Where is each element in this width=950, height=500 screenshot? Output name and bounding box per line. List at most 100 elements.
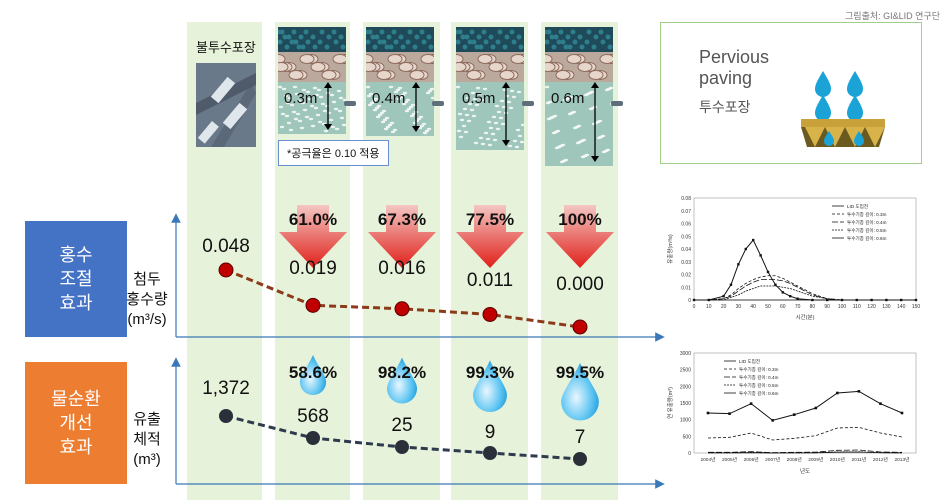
impervious-label: 불투수포장	[196, 40, 256, 55]
pavement-section-2	[366, 27, 434, 136]
runoff-volume-reduction-1: 58.6%	[288, 363, 338, 382]
annual-point	[706, 411, 710, 415]
peak-flood-row-label: 첨두 홍수량 (m³/s)	[126, 271, 168, 328]
hydrograph-x-tick-5: 50	[765, 304, 771, 310]
hydrograph-chart: 0 0.01 0.02 0.03 0.04 0.05 0.06 0.07 0.08 0 10 20 30…	[666, 196, 921, 321]
hydrograph-x-tick-3: 30	[736, 304, 742, 310]
annual-x-tick-2: 2006년	[744, 456, 759, 463]
hydrograph-y-tick-1: 0.01	[681, 285, 691, 291]
water-drop-3	[473, 360, 507, 413]
annual-x-label: 년도	[800, 467, 810, 475]
hydrograph-y-tick-7: 0.07	[681, 209, 691, 215]
flood-control-label: 홍수 조절 효과	[59, 245, 93, 313]
annual-x-tick-0: 2004년	[700, 456, 715, 463]
peak-flood-value-1: 0.019	[289, 258, 337, 279]
peak-flood-reduction-3: 77.5%	[465, 210, 515, 229]
hydrograph-legend-1: 투수기층 깊이: 0.3m	[847, 211, 887, 218]
hydrograph-y-tick-5: 0.05	[681, 234, 691, 240]
hydrograph-x-tick-7: 70	[795, 304, 801, 310]
annual-point	[814, 406, 818, 410]
annual-series-1	[707, 426, 903, 441]
drain-pipe-3	[522, 101, 534, 106]
annual-y-tick-1: 500	[683, 434, 692, 440]
peak-flood-value-4: 0.000	[556, 274, 604, 295]
peak-flood-point-3	[482, 306, 498, 322]
hydrograph-x-tick-11: 110	[853, 304, 861, 310]
hydrograph-x-tick-4: 40	[750, 304, 756, 310]
runoff-volume-point-1	[306, 431, 320, 445]
hydrograph-x-tick-9: 90	[824, 304, 830, 310]
annual-x-tick-5: 2009년	[808, 456, 823, 463]
hydrograph-y-tick-0: 0	[688, 298, 691, 304]
annual-y-tick-5: 2500	[680, 368, 691, 374]
hydrograph-y-tick-3: 0.03	[681, 260, 691, 266]
hydrograph-x-label: 시간(분)	[796, 313, 815, 321]
water-drop-2	[386, 357, 418, 404]
flood-control-box: 홍수 조절 효과	[25, 221, 127, 337]
reduction-arrow-4	[546, 205, 614, 268]
hydrograph-point	[722, 294, 725, 298]
depth-label-2: 0.4m	[372, 90, 406, 107]
drain-pipe-1	[344, 101, 356, 106]
porosity-note: *공극율은 0.10 적용	[278, 140, 389, 166]
annual-series-4	[708, 451, 903, 454]
hydrograph-point	[729, 283, 733, 286]
peak-flood-value-2: 0.016	[378, 258, 426, 279]
annual-y-tick-6: 3000	[680, 351, 691, 357]
hydrograph-point	[796, 297, 799, 300]
depth-arrow-2	[412, 82, 420, 132]
annual-plot-area	[693, 352, 917, 454]
reduction-arrow-3	[456, 205, 524, 268]
hydrograph-point	[774, 283, 777, 286]
annual-point	[900, 411, 904, 415]
hydrograph-y-tick-2: 0.02	[681, 273, 691, 279]
annual-point	[879, 402, 882, 405]
impervious-photo	[196, 63, 256, 147]
annual-point	[728, 412, 731, 415]
hydrograph-point	[759, 254, 762, 257]
hydrograph-series-1	[694, 275, 916, 301]
hydrograph-x-tick-2: 20	[721, 304, 727, 310]
hydrograph-x-tick-0: 0	[693, 304, 696, 310]
annual-x-tick-3: 2007년	[765, 456, 780, 463]
peak-flood-point-2	[394, 301, 410, 317]
peak-flood-reduction-2: 67.3%	[377, 210, 427, 229]
water-drop-1	[299, 355, 327, 396]
peak-flood-value-0: 0.048	[202, 236, 250, 257]
annual-y-tick-4: 2000	[680, 384, 691, 390]
depth-arrow-1	[324, 82, 332, 130]
annual-x-tick-1: 2005년	[722, 456, 737, 463]
reduction-arrow-1	[279, 205, 347, 268]
image-credit: 그림출처: GI&LID 연구단	[845, 11, 940, 21]
hydrograph-legend-0: LID 도입전	[847, 203, 868, 209]
hydrograph-x-tick-8: 80	[810, 304, 816, 310]
annual-legend-1: 투수기층 깊이: 0.3m	[739, 366, 779, 373]
hydrograph-y-tick-6: 0.06	[681, 222, 691, 228]
reduction-arrow-2	[368, 205, 436, 268]
peak-flood-point-4	[572, 319, 588, 335]
runoff-volume-reduction-2: 98.2%	[377, 363, 427, 382]
runoff-volume-point-3	[483, 446, 497, 460]
hydrograph-point	[789, 294, 792, 298]
hydrograph-point	[766, 270, 770, 274]
runoff-volume-point-2	[395, 440, 409, 454]
hydrograph-x-tick-15: 150	[912, 304, 921, 310]
runoff-volume-value-0: 1,372	[202, 378, 250, 399]
runoff-volume-reduction-3: 99.3%	[465, 363, 515, 382]
pavement-section-3	[456, 27, 524, 150]
runoff-volume-point-4	[573, 452, 587, 466]
annual-y-tick-3: 1500	[680, 401, 691, 407]
runoff-volume-row-label: 유출 체적 (m³)	[133, 411, 161, 468]
annual-x-tick-6: 2010년	[830, 456, 845, 463]
annual-point	[749, 402, 753, 405]
depth-label-4: 0.6m	[551, 90, 585, 107]
drain-pipe-2	[432, 101, 444, 106]
annual-series-0	[707, 390, 903, 421]
runoff-volume-value-3: 9	[484, 422, 496, 443]
hydrograph-point	[737, 263, 740, 266]
hydrograph-x-tick-6: 60	[780, 304, 786, 310]
peak-flood-point-0	[218, 262, 234, 278]
pervious-paving-box: Pervious paving 투수포장	[660, 22, 922, 164]
annual-y-tick-0: 0	[688, 451, 691, 457]
hydrograph-point	[752, 238, 755, 242]
